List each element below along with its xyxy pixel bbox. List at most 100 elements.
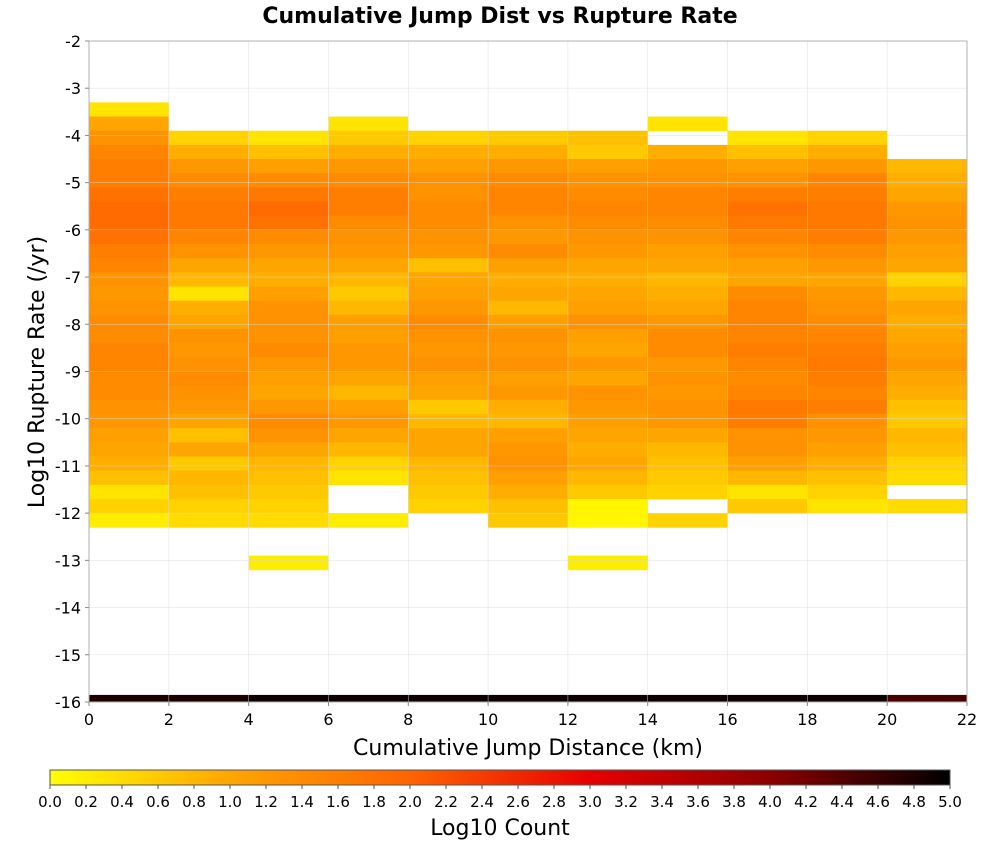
heatmap-cell [567,159,648,174]
heatmap-cell [807,286,888,302]
heatmap-cell [567,244,648,259]
heatmap-cell [807,357,888,372]
heatmap-cell [408,694,489,702]
heatmap-cell [488,229,568,245]
heatmap-cell [408,484,489,500]
heatmap-cell [168,258,249,273]
heatmap-cell [248,413,329,429]
heatmap-cell [248,244,329,259]
heatmap-cell [887,173,967,188]
heatmap-cell [807,694,888,702]
heatmap-cell [807,244,888,259]
heatmap-cell [567,144,648,160]
y-tick-label: -15 [55,646,81,665]
heatmap-cell [168,300,249,316]
chart-title: Cumulative Jump Dist vs Rupture Rate [262,4,737,29]
heatmap-cell [727,272,808,287]
heatmap-cell [807,498,888,514]
heatmap-cell [887,413,967,429]
heatmap-cell [807,442,888,457]
heatmap-cell [408,413,489,429]
heatmap-cell [408,229,489,245]
heatmap-cell [89,399,169,415]
heatmap-cell [567,357,648,372]
x-tick-label: 2 [164,710,174,729]
heatmap-cell [488,484,568,500]
heatmap-cell [887,385,967,401]
heatmap-cell [89,513,169,528]
heatmap-cell [89,116,169,132]
heatmap-cell [807,130,888,146]
heatmap-cell [248,484,329,500]
heatmap-cell [248,258,329,273]
heatmap-cell [488,215,568,231]
heatmap-cell [567,413,648,429]
heatmap-cell [89,329,169,344]
heatmap-cell [807,300,888,316]
heatmap-cell [408,498,489,514]
heatmap-cell [887,272,967,287]
x-axis-label: Cumulative Jump Distance (km) [353,736,703,761]
heatmap-cell [488,144,568,160]
heatmap-cell [727,286,808,302]
heatmap-cell [168,498,249,514]
heatmap-cell [807,456,888,472]
heatmap-cell [647,428,728,443]
colorbar-tick-label: 3.4 [650,793,674,811]
heatmap-cell [647,314,728,330]
heatmap-cell [647,229,728,245]
heatmap-cell [168,513,249,528]
heatmap-cell [567,300,648,316]
heatmap-cell [89,442,169,457]
heatmap-cell [248,498,329,514]
colorbar-tick-label: 0.0 [38,793,62,811]
heatmap-cell [248,173,329,188]
colorbar-tick-label: 0.8 [182,793,206,811]
heatmap-cell [328,116,409,132]
heatmap-cell [727,300,808,316]
heatmap-cell [328,130,409,146]
heatmap-cell [89,314,169,330]
heatmap-cell [89,244,169,259]
heatmap-cell [807,229,888,245]
heatmap-cell [89,428,169,443]
heatmap-cell [89,357,169,372]
colorbar-tick-label: 2.0 [398,793,422,811]
heatmap-cell [328,399,409,415]
heatmap-cell [727,498,808,514]
heatmap-cell [408,399,489,415]
heatmap-cell [248,513,329,528]
heatmap-cell [488,173,568,188]
heatmap-cell [408,187,489,202]
heatmap-cell [248,357,329,372]
heatmap-cell [248,201,329,217]
x-tick-label: 12 [558,710,578,729]
heatmap-cell [408,173,489,188]
colorbar-tick-label: 1.6 [326,793,350,811]
heatmap-cell [807,343,888,358]
colorbar-tick-label: 1.0 [218,793,242,811]
heatmap-cell [328,314,409,330]
heatmap-cell [887,694,967,702]
heatmap-cell [328,272,409,287]
heatmap-cell [567,201,648,217]
heatmap-cell [647,201,728,217]
heatmap-cell [168,187,249,202]
heatmap-cell [408,215,489,231]
heatmap-cell [408,201,489,217]
heatmap-cell [488,244,568,259]
heatmap-cell [567,428,648,443]
heatmap-cell [887,498,967,514]
x-tick-label: 16 [717,710,737,729]
heatmap-cell [727,694,808,702]
heatmap-cell [328,343,409,358]
colorbar-tick-label: 0.4 [110,793,134,811]
y-tick-label: -13 [55,551,81,570]
heatmap-cell [248,229,329,245]
heatmap-cell [488,498,568,514]
heatmap-cell [887,229,967,245]
heatmap-cell [408,470,489,486]
heatmap-cell [887,215,967,231]
heatmap-cell [488,130,568,146]
heatmap-cell [168,428,249,443]
